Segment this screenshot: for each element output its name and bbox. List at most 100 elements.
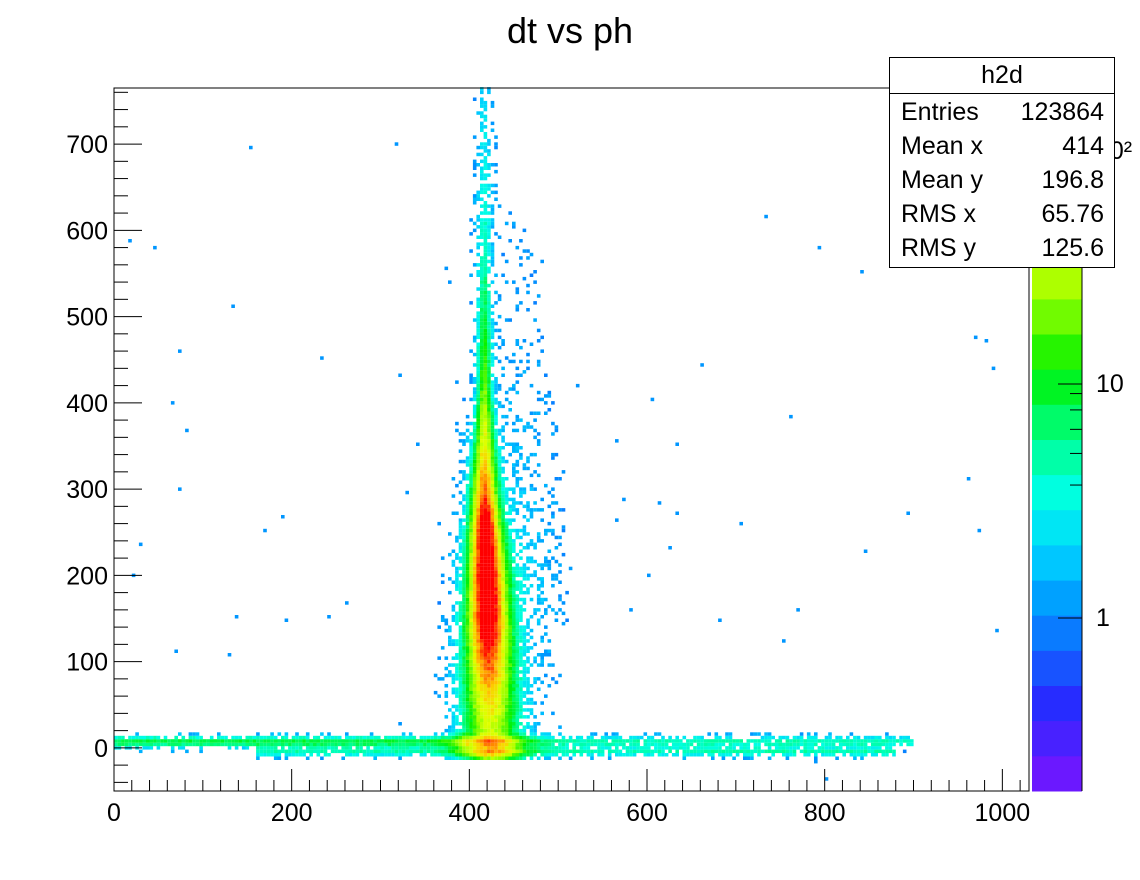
heatmap-cell bbox=[483, 276, 488, 281]
heatmap-cell bbox=[217, 732, 221, 736]
heatmap-cell bbox=[469, 456, 473, 460]
heatmap-cell bbox=[426, 749, 431, 754]
heatmap-cell bbox=[487, 546, 491, 550]
heatmap-cell bbox=[448, 753, 452, 757]
heatmap-cell bbox=[480, 577, 484, 581]
heatmap-cell bbox=[501, 718, 505, 722]
heatmap-cell bbox=[476, 452, 480, 457]
heatmap-cell bbox=[575, 742, 580, 747]
heatmap-cell bbox=[544, 749, 548, 754]
heatmap-cell bbox=[504, 746, 509, 750]
heatmap-cell bbox=[472, 635, 477, 640]
heatmap-cell bbox=[476, 418, 480, 422]
heatmap-cell bbox=[512, 615, 516, 619]
heatmap-cell bbox=[480, 483, 484, 488]
heatmap-cell bbox=[469, 615, 473, 619]
heatmap-cell bbox=[490, 490, 495, 495]
heatmap-cell bbox=[497, 552, 502, 557]
heatmap-cell bbox=[512, 597, 516, 602]
heatmap-cell bbox=[497, 639, 502, 643]
heatmap-cell bbox=[519, 711, 523, 716]
heatmap-cell bbox=[512, 497, 516, 502]
heatmap-cell bbox=[472, 735, 477, 740]
heatmap-cell bbox=[501, 435, 505, 440]
heatmap-cell bbox=[483, 746, 488, 750]
heatmap-cell bbox=[529, 635, 534, 640]
heatmap-cell bbox=[483, 335, 488, 340]
heatmap-cell bbox=[472, 490, 477, 495]
heatmap-cell bbox=[469, 301, 473, 305]
heatmap-cell bbox=[476, 370, 480, 374]
heatmap-cell bbox=[526, 249, 530, 253]
heatmap-cell bbox=[558, 746, 562, 750]
heatmap-cell bbox=[469, 728, 473, 733]
heatmap-cell bbox=[490, 584, 495, 588]
heatmap-cell bbox=[455, 715, 459, 719]
heatmap-cell bbox=[487, 552, 491, 557]
heatmap-cell bbox=[480, 628, 484, 633]
heatmap-cell bbox=[487, 501, 491, 505]
heatmap-cell bbox=[469, 570, 473, 574]
heatmap-cell bbox=[504, 597, 509, 602]
heatmap-cell bbox=[501, 528, 505, 533]
heatmap-cell bbox=[533, 659, 537, 664]
heatmap-cell bbox=[522, 715, 527, 719]
heatmap-cell bbox=[554, 535, 559, 540]
heatmap-cell bbox=[497, 628, 502, 633]
heatmap-cell bbox=[803, 749, 807, 754]
heatmap-cell bbox=[796, 746, 800, 750]
heatmap-cell bbox=[494, 497, 498, 502]
heatmap-cell bbox=[487, 339, 491, 343]
heatmap-cell bbox=[483, 349, 488, 353]
heatmap-cell bbox=[526, 559, 530, 564]
heatmap-cell bbox=[476, 394, 480, 398]
heatmap-cell bbox=[316, 746, 321, 750]
heatmap-cell bbox=[487, 615, 491, 619]
heatmap-cell bbox=[433, 673, 438, 678]
heatmap-cell bbox=[487, 718, 491, 722]
heatmap-cell bbox=[480, 173, 484, 177]
heatmap-cell bbox=[494, 459, 498, 464]
heatmap-cell bbox=[487, 535, 491, 540]
heatmap-cell bbox=[853, 742, 857, 747]
heatmap-cell bbox=[973, 335, 978, 340]
heatmap-cell bbox=[483, 487, 488, 491]
heatmap-cell bbox=[192, 732, 196, 736]
heatmap-cell bbox=[490, 722, 495, 726]
heatmap-cell bbox=[377, 753, 381, 757]
heatmap-cell bbox=[487, 570, 491, 574]
heatmap-cell bbox=[483, 135, 488, 139]
heatmap-cell bbox=[650, 397, 655, 402]
heatmap-cell bbox=[234, 615, 239, 619]
heatmap-cell bbox=[462, 556, 466, 560]
heatmap-cell bbox=[412, 735, 417, 740]
heatmap-cell bbox=[458, 722, 463, 726]
y-tick-label: 400 bbox=[66, 390, 108, 418]
heatmap-cell bbox=[494, 552, 498, 557]
heatmap-cell bbox=[540, 597, 544, 602]
heatmap-cell bbox=[508, 642, 512, 647]
heatmap-cell bbox=[512, 604, 516, 609]
heatmap-cell bbox=[469, 715, 473, 719]
heatmap-cell bbox=[728, 732, 733, 736]
heatmap-cell bbox=[547, 756, 552, 760]
heatmap-cell bbox=[494, 532, 498, 536]
heatmap-cell bbox=[501, 570, 505, 574]
heatmap-cell bbox=[458, 601, 463, 605]
heatmap-cell bbox=[412, 746, 417, 750]
heatmap-cell bbox=[519, 501, 523, 505]
heatmap-cell bbox=[465, 608, 470, 612]
heatmap-cell bbox=[487, 708, 491, 712]
heatmap-cell bbox=[480, 621, 484, 626]
heatmap-cell bbox=[483, 680, 488, 685]
heatmap-cell bbox=[462, 573, 466, 578]
heatmap-cell bbox=[377, 742, 381, 747]
heatmap-cell bbox=[273, 749, 278, 754]
heatmap-cell bbox=[497, 204, 502, 208]
heatmap-cell bbox=[174, 735, 178, 740]
heatmap-cell bbox=[465, 753, 470, 757]
heatmap-cell bbox=[519, 542, 523, 547]
heatmap-cell bbox=[128, 239, 132, 243]
heatmap-cell bbox=[302, 735, 306, 740]
heatmap-cell bbox=[462, 739, 466, 743]
